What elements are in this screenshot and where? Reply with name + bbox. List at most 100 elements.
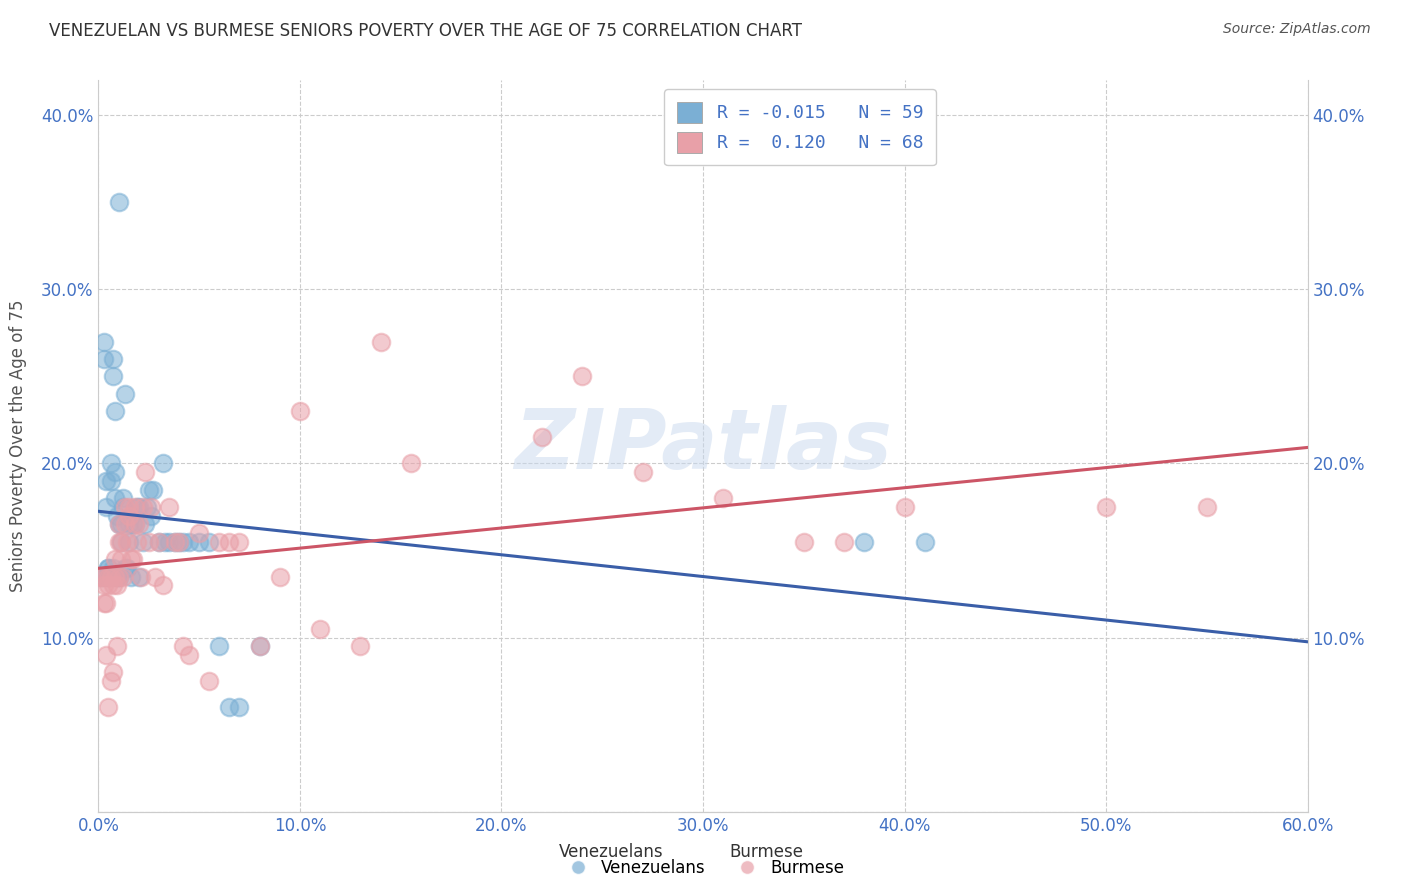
Point bbox=[91, 569, 114, 583]
Point bbox=[530, 430, 553, 444]
Point bbox=[97, 561, 120, 575]
Point bbox=[309, 622, 332, 636]
Point bbox=[103, 569, 125, 583]
Point bbox=[172, 640, 194, 654]
Point bbox=[132, 500, 155, 514]
Point bbox=[114, 500, 136, 514]
Point bbox=[93, 334, 115, 349]
Point bbox=[571, 369, 593, 384]
Point bbox=[167, 534, 190, 549]
Point bbox=[157, 534, 180, 549]
Point bbox=[101, 369, 124, 384]
Point bbox=[96, 648, 118, 662]
Point bbox=[107, 195, 129, 210]
Point bbox=[110, 552, 132, 566]
Point bbox=[97, 561, 120, 575]
Point bbox=[107, 517, 129, 532]
Point bbox=[93, 596, 115, 610]
Point bbox=[853, 534, 876, 549]
Point bbox=[167, 534, 190, 549]
Point bbox=[832, 534, 855, 549]
Point bbox=[370, 334, 392, 349]
Point bbox=[97, 569, 120, 583]
Point bbox=[101, 665, 124, 680]
Point bbox=[120, 552, 142, 566]
Point bbox=[114, 517, 136, 532]
Point bbox=[115, 534, 138, 549]
Point bbox=[188, 526, 211, 541]
Point bbox=[114, 561, 136, 575]
Point bbox=[1195, 500, 1218, 514]
Point bbox=[118, 517, 141, 532]
Point bbox=[91, 569, 114, 583]
Point bbox=[152, 457, 174, 471]
Point bbox=[148, 534, 170, 549]
Point bbox=[893, 500, 915, 514]
Legend: Venezuelans, Burmese: Venezuelans, Burmese bbox=[554, 853, 852, 884]
Point bbox=[107, 569, 129, 583]
Point bbox=[93, 578, 115, 592]
Point bbox=[142, 483, 165, 497]
Point bbox=[103, 404, 125, 418]
Point bbox=[107, 569, 129, 583]
Point bbox=[97, 700, 120, 714]
Point bbox=[269, 569, 291, 583]
Point bbox=[100, 474, 122, 488]
Point bbox=[105, 569, 128, 583]
Point bbox=[97, 578, 120, 592]
Point bbox=[128, 500, 150, 514]
Point bbox=[711, 491, 734, 506]
Text: VENEZUELAN VS BURMESE SENIORS POVERTY OVER THE AGE OF 75 CORRELATION CHART: VENEZUELAN VS BURMESE SENIORS POVERTY OV… bbox=[49, 22, 803, 40]
Point bbox=[163, 534, 186, 549]
Point bbox=[124, 500, 146, 514]
Text: Source: ZipAtlas.com: Source: ZipAtlas.com bbox=[1223, 22, 1371, 37]
Point bbox=[103, 552, 125, 566]
Point bbox=[114, 386, 136, 401]
Point bbox=[101, 351, 124, 366]
Point bbox=[139, 508, 162, 523]
Point bbox=[179, 534, 201, 549]
Point bbox=[105, 640, 128, 654]
Point bbox=[111, 569, 134, 583]
Text: Venezuelans: Venezuelans bbox=[560, 843, 664, 861]
Point bbox=[288, 404, 311, 418]
Point bbox=[179, 648, 201, 662]
Point bbox=[118, 500, 141, 514]
Point bbox=[128, 569, 150, 583]
Point bbox=[97, 569, 120, 583]
Point bbox=[89, 569, 111, 583]
Point bbox=[103, 491, 125, 506]
Point bbox=[110, 517, 132, 532]
Point bbox=[399, 457, 422, 471]
Point bbox=[631, 465, 654, 479]
Point bbox=[110, 534, 132, 549]
Y-axis label: Seniors Poverty Over the Age of 75: Seniors Poverty Over the Age of 75 bbox=[10, 300, 27, 592]
Point bbox=[105, 578, 128, 592]
Point bbox=[148, 534, 170, 549]
Point bbox=[100, 457, 122, 471]
Point bbox=[118, 534, 141, 549]
Point bbox=[163, 534, 186, 549]
Point bbox=[138, 483, 160, 497]
Point bbox=[103, 465, 125, 479]
Point bbox=[118, 508, 141, 523]
Point bbox=[132, 534, 155, 549]
Point bbox=[124, 517, 146, 532]
Point bbox=[125, 500, 148, 514]
Point bbox=[107, 534, 129, 549]
Point bbox=[134, 517, 156, 532]
Point bbox=[152, 578, 174, 592]
Point bbox=[349, 640, 371, 654]
Point bbox=[96, 596, 118, 610]
Point bbox=[96, 474, 118, 488]
Point bbox=[793, 534, 815, 549]
Point bbox=[115, 561, 138, 575]
Point bbox=[249, 640, 271, 654]
Point bbox=[208, 534, 231, 549]
Point bbox=[93, 351, 115, 366]
Point bbox=[228, 700, 250, 714]
Point bbox=[135, 500, 157, 514]
Point bbox=[124, 517, 146, 532]
Point bbox=[101, 578, 124, 592]
Point bbox=[139, 500, 162, 514]
